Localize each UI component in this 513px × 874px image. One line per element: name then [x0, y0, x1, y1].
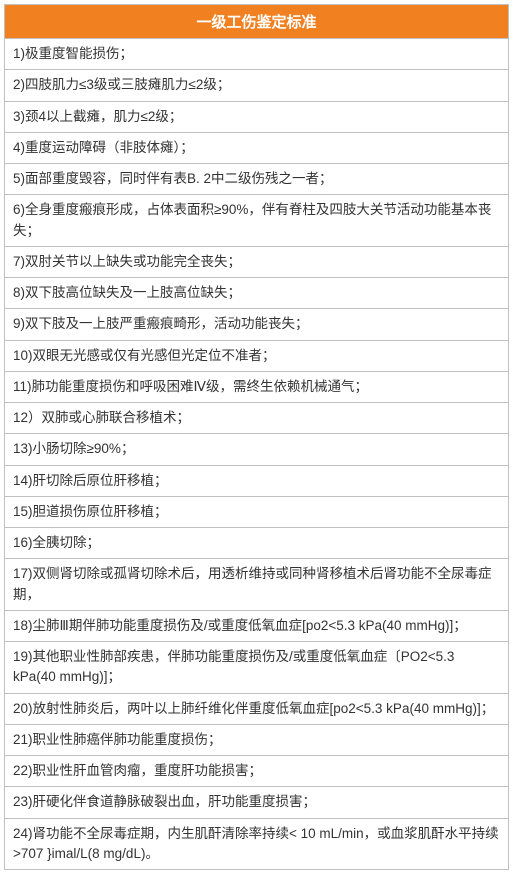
- table-header: 一级工伤鉴定标准: [5, 5, 508, 39]
- table-row: 17)双侧肾切除或孤肾切除术后，用透析维持或同种肾移植术后肾功能不全尿毒症期，: [5, 559, 508, 611]
- table-row: 16)全胰切除；: [5, 528, 508, 559]
- table-row: 5)面部重度毁容，同时伴有表B. 2中二级伤残之一者；: [5, 164, 508, 195]
- table-row: 1)极重度智能损伤；: [5, 39, 508, 70]
- table-row: 9)双下肢及一上肢严重瘢痕畸形，活动功能丧失；: [5, 309, 508, 340]
- table-row: 10)双眼无光感或仅有光感但光定位不准者；: [5, 341, 508, 372]
- table-row: 14)肝切除后原位肝移植；: [5, 466, 508, 497]
- table-row: 3)颈4以上截瘫，肌力≤2级；: [5, 102, 508, 133]
- table-row: 24)肾功能不全尿毒症期，内生肌酐清除率持续< 10 mL/min，或血浆肌酐水…: [5, 819, 508, 870]
- table-row: 8)双下肢高位缺失及一上肢高位缺失；: [5, 278, 508, 309]
- table-row: 18)尘肺Ⅲ期伴肺功能重度损伤及/或重度低氧血症[po2<5.3 kPa(40 …: [5, 611, 508, 642]
- table-row: 11)肺功能重度损伤和呼吸困难Ⅳ级，需终生依赖机械通气；: [5, 372, 508, 403]
- standards-table: 一级工伤鉴定标准 1)极重度智能损伤；2)四肢肌力≤3级或三肢瘫肌力≤2级；3)…: [4, 4, 509, 870]
- table-row: 13)小肠切除≥90%；: [5, 434, 508, 465]
- table-body: 1)极重度智能损伤；2)四肢肌力≤3级或三肢瘫肌力≤2级；3)颈4以上截瘫，肌力…: [5, 39, 508, 869]
- table-row: 2)四肢肌力≤3级或三肢瘫肌力≤2级；: [5, 70, 508, 101]
- table-row: 4)重度运动障碍（非肢体瘫）；: [5, 133, 508, 164]
- table-row: 15)胆道损伤原位肝移植；: [5, 497, 508, 528]
- table-row: 7)双肘关节以上缺失或功能完全丧失；: [5, 247, 508, 278]
- table-row: 21)职业性肺癌伴肺功能重度损伤；: [5, 725, 508, 756]
- table-row: 22)职业性肝血管肉瘤，重度肝功能损害；: [5, 756, 508, 787]
- table-row: 20)放射性肺炎后，两叶以上肺纤维化伴重度低氧血症[po2<5.3 kPa(40…: [5, 694, 508, 725]
- table-row: 12）双肺或心肺联合移植术；: [5, 403, 508, 434]
- table-row: 6)全身重度瘢痕形成，占体表面积≥90%，伴有脊柱及四肢大关节活动功能基本丧失；: [5, 195, 508, 247]
- table-row: 19)其他职业性肺部疾患，伴肺功能重度损伤及/或重度低氧血症〔PO2<5.3 k…: [5, 642, 508, 694]
- table-row: 23)肝硬化伴食道静脉破裂出血，肝功能重度损害；: [5, 787, 508, 818]
